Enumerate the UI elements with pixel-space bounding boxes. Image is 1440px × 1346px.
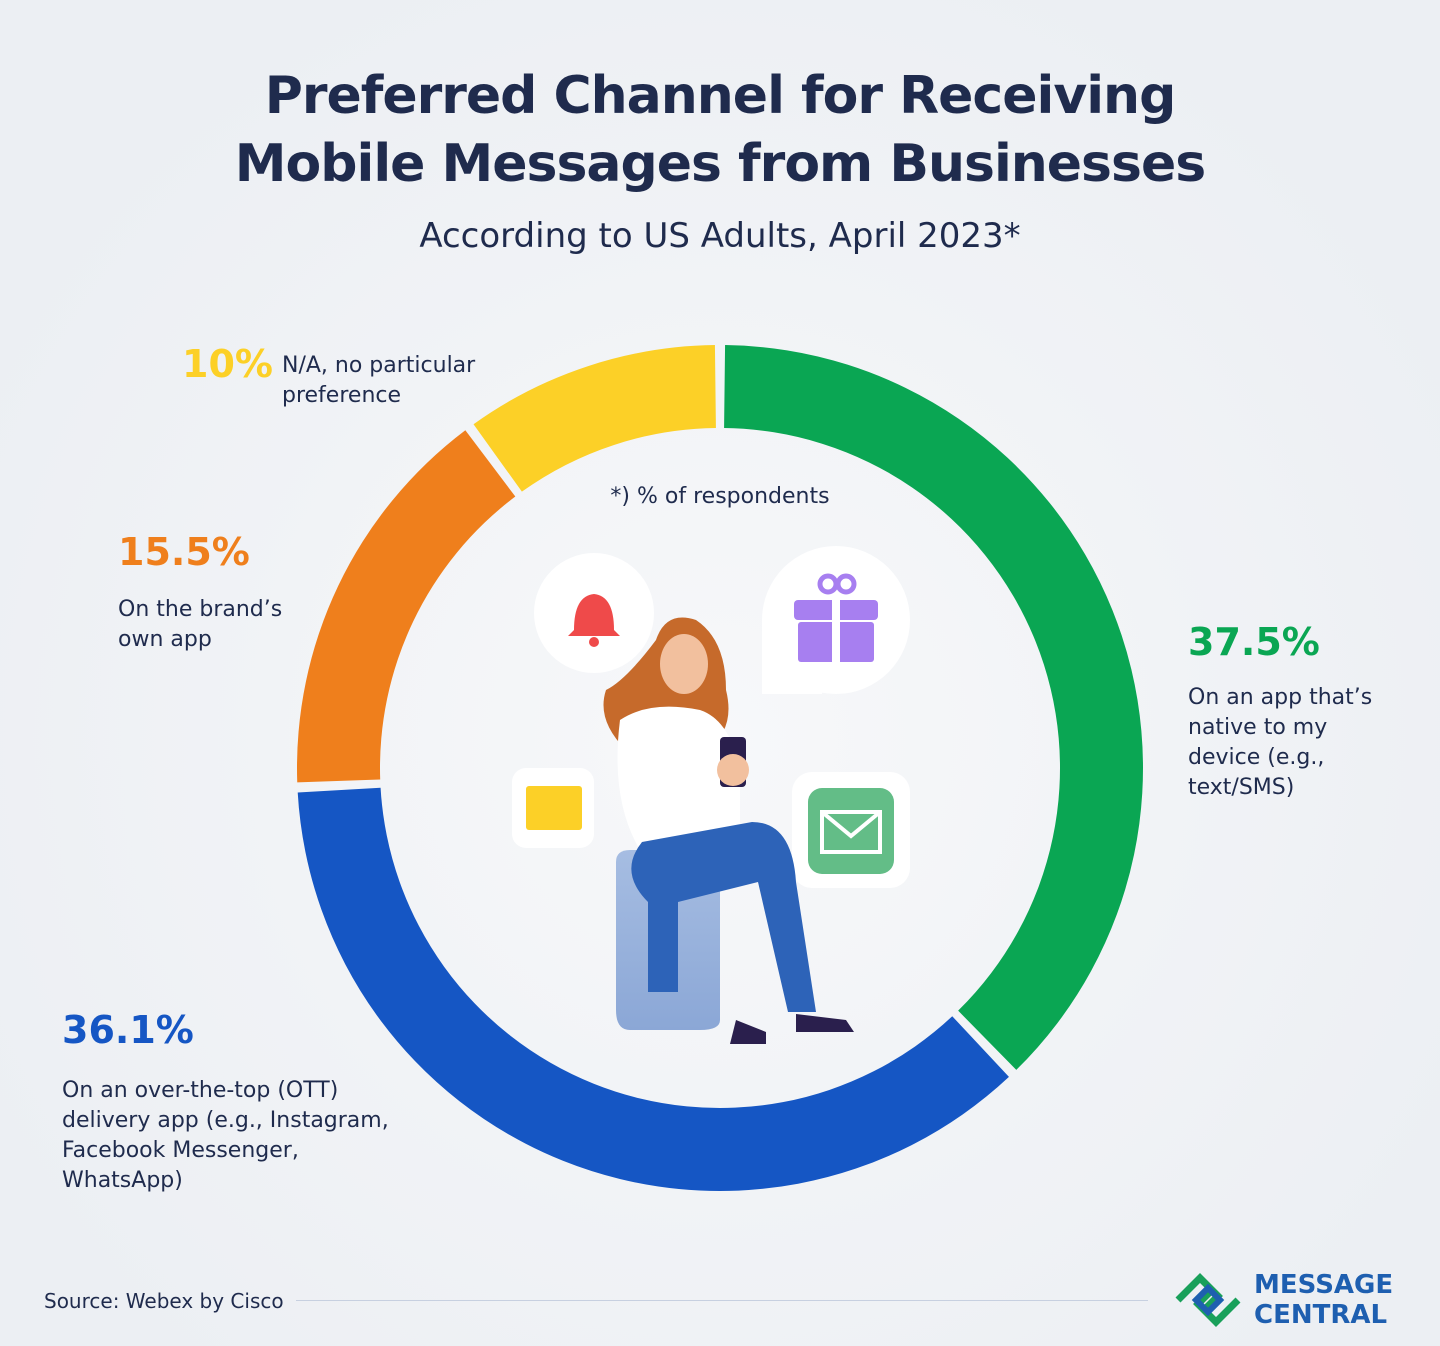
divider xyxy=(296,1300,1148,1301)
chart-subtitle: According to US Adults, April 2023* xyxy=(419,216,1021,256)
donut-segment xyxy=(473,345,716,492)
brand-line: MESSAGE xyxy=(1254,1270,1394,1300)
category-label: On the brand’s own app xyxy=(118,597,283,652)
illustration xyxy=(512,546,910,1044)
category-label: On an over-the-top (OTT) delivery app (e… xyxy=(62,1078,389,1193)
value-label: 10% xyxy=(182,342,273,386)
category-label: On an app that’s native to my device (e.… xyxy=(1188,685,1373,800)
donut-segment xyxy=(724,345,1144,1070)
donut-segment xyxy=(297,787,1009,1191)
value-label: 37.5% xyxy=(1188,620,1320,664)
donut-segment xyxy=(297,430,516,783)
value-label: 36.1% xyxy=(62,1008,194,1052)
brand-logo xyxy=(1175,1273,1241,1327)
category-label: N/A, no particular preference xyxy=(282,353,476,408)
brand-line: CENTRAL xyxy=(1254,1300,1388,1330)
chart-title: Preferred Channel for Receiving Mobile M… xyxy=(234,66,1206,194)
note: *) % of respondents xyxy=(610,484,830,509)
value-label: 15.5% xyxy=(118,530,250,574)
brand-name: MESSAGE CENTRAL xyxy=(1254,1270,1393,1330)
source: Source: Webex by Cisco xyxy=(44,1289,284,1313)
